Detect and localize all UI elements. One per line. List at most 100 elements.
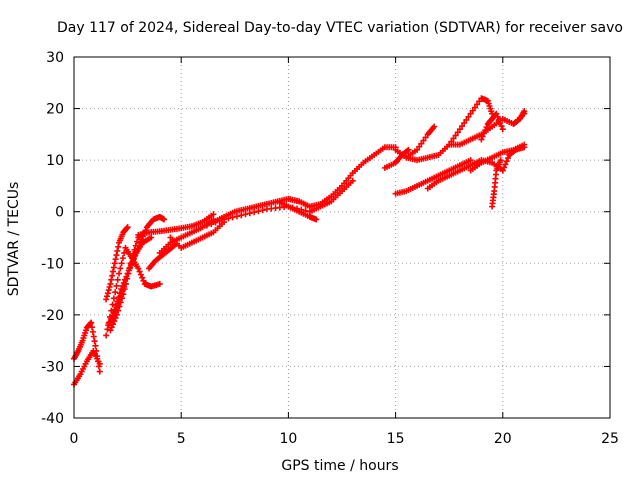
x-tick-label: 10 [279,431,297,447]
data-point [123,275,130,282]
data-point [521,108,528,115]
data-point [117,299,124,306]
series-arc4 [103,224,131,303]
data-point [225,215,232,222]
y-tick-label: 0 [55,205,64,221]
data-point [199,224,206,231]
data-point [482,127,489,134]
data-point [467,157,474,164]
data-point [216,217,223,224]
series-arc20 [392,157,474,197]
data-point [103,332,110,339]
series-arc10 [146,242,178,272]
data-point [127,260,134,267]
data-point [109,301,116,308]
data-point [242,211,249,218]
data-point [474,101,481,108]
y-tick-label: -10 [41,256,64,272]
data-point [414,146,421,153]
data-point [233,213,240,220]
data-point [112,289,119,296]
grid-layer [74,57,610,418]
data-point [116,270,123,277]
y-axis-title: SDTVAR / TECUs [6,182,22,297]
data-point [420,137,427,144]
data-point [471,104,478,111]
data-point [118,260,125,267]
data-point [110,295,117,302]
data-point [105,287,112,294]
data-point [123,225,130,232]
x-tick-label: 25 [601,431,619,447]
data-point [501,164,508,171]
series-arc3 [103,244,163,339]
data-point [208,221,215,228]
data-point [110,264,117,271]
data-point [116,303,123,310]
data-point [94,353,101,360]
series-arc25 [489,157,504,210]
data-point [251,209,258,216]
data-point [124,224,131,231]
x-tick-label: 20 [494,431,512,447]
x-axis-title: GPS time / hours [281,458,398,474]
data-point [479,133,486,140]
data-point [104,326,111,333]
data-point [92,342,99,349]
data-point [456,126,463,133]
data-point [161,216,168,223]
data-point [118,290,125,297]
data-point [126,265,133,272]
series-arc2 [71,319,103,375]
data-point [221,216,228,223]
x-tick-label: 0 [70,431,79,447]
data-point [467,110,474,117]
data-point [255,208,262,215]
data-point [459,123,466,130]
data-point [476,98,483,105]
data-point [156,280,163,287]
data-point [128,255,135,262]
series-arc16 [306,177,356,215]
data-point [259,207,266,214]
y-tick-label: 30 [46,50,64,66]
data-point [105,322,112,329]
series-arc23 [467,141,528,174]
data-point [416,143,423,150]
data-point [405,146,412,153]
data-point [212,219,219,226]
data-point [521,144,528,151]
data-point [148,234,155,241]
series-arc11 [167,219,228,251]
data-point [504,155,511,162]
data-point [203,222,210,229]
data-point [111,260,118,267]
y-tick-label: -20 [41,308,64,324]
data-point [498,123,505,130]
data-point [119,255,126,262]
data-point [463,116,470,123]
data-point [431,123,438,130]
data-point [418,140,425,147]
data-point [121,249,128,256]
data-point [96,368,103,375]
data-point [139,274,146,281]
data-point [246,210,253,217]
data-point [104,293,111,300]
data-point [115,307,122,314]
data-point [495,116,502,123]
data-point [493,110,500,117]
y-tick-label: 20 [46,102,64,118]
data-point [454,129,461,136]
series-arc8 [135,211,217,238]
data-point [497,157,504,164]
data-point [117,265,124,272]
data-point [229,214,236,221]
data-point [134,238,141,245]
data-point [88,319,95,326]
y-tick-label: -40 [41,411,64,427]
data-point [95,363,102,370]
data-point [313,216,320,223]
data-point [480,130,487,137]
data-point [114,276,121,283]
